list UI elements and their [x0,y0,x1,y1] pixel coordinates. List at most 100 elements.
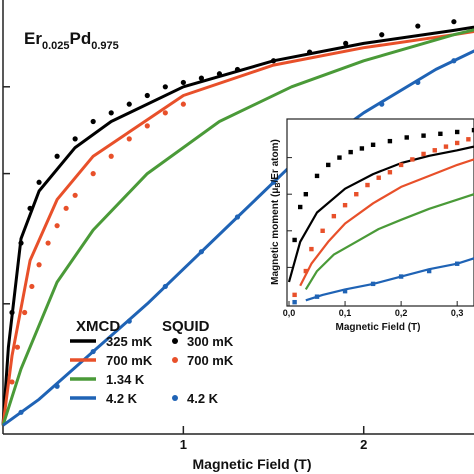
squid-point [162,110,168,116]
inset-square-point [454,140,460,146]
xmcd-curve-0 [1,25,474,426]
squid-point [270,58,277,64]
squid-point [379,101,385,107]
inset-x-axis-title: Magnetic Field (T) [336,322,421,333]
inset-square-point [454,261,460,266]
squid-point [198,249,204,255]
squid-point [36,179,42,185]
inset-square-point [432,148,437,153]
inset-series-layer [287,127,474,305]
xmcd-curve-1 [1,29,474,426]
squid-point [162,84,168,90]
squid-point [144,123,150,129]
inset-square-point [471,127,474,133]
squid-point [270,179,277,185]
squid-point [72,192,78,198]
inset-curve-0 [287,145,474,283]
squid-point [36,262,42,268]
inset-square-point [443,144,449,149]
inset-square-point [454,129,460,135]
inset-square-point [348,149,353,155]
inset-square-point [331,213,337,219]
inset-x-tick-label: 0,1 [339,308,352,318]
squid-point [18,240,24,246]
inset-y-axis-title: Magnetic moment (μB/Er atom) [270,139,282,285]
squid-point [14,344,21,350]
squid-point [90,171,96,177]
squid-point [108,110,114,116]
squid-point [72,136,78,142]
squid-point [18,409,24,415]
legend-xmcd-label: 325 mK [106,334,153,349]
inset-square-point [342,202,348,208]
squid-point [54,153,60,159]
squid-point [216,71,223,77]
inset-x-tick-label: 0,2 [395,308,408,318]
main-x-tick-label: 2 [360,437,367,452]
inset-square-point [398,162,404,168]
squid-point [234,214,241,220]
legend-squid-label: 4.2 K [187,391,219,406]
inset-square-point [337,155,342,160]
inset-curve-2 [304,193,474,290]
inset-square-point [303,192,309,197]
inset-square-point [365,182,370,188]
inset-x-tick-label: 0,0 [283,308,296,318]
squid-point [29,283,35,290]
xmcd-curve-2 [1,28,474,426]
inset-square-point [292,299,297,305]
main-x-tick-label: 1 [180,437,187,452]
squid-point [108,153,114,159]
inset-square-point [421,133,426,138]
legend-xmcd-label: 1.34 K [106,372,145,387]
inset-square-point [370,281,376,287]
squid-point [180,79,186,86]
legend-group-squid: SQUID [162,318,210,335]
squid-point [343,40,349,47]
inset-square-point [309,246,314,252]
squid-point [126,101,132,107]
inset-square-point [342,288,348,294]
inset-square-point [404,135,409,140]
squid-point [198,75,204,81]
inset-square-point [314,173,320,179]
inset-plot: 0,0 0,1 0,2 0,3 Magnetic Field (T) Magnetic… [270,118,474,333]
main-series-layer [1,19,474,427]
squid-point [9,309,15,316]
inset-square-point [326,162,331,168]
squid-point [144,92,150,99]
squid-point [22,309,28,316]
squid-point [451,58,457,64]
legend-squid-entries: 300 mK 700 mK 4.2 K [172,334,234,406]
inset-square-point [466,137,471,142]
inset-square-point [354,192,359,197]
main-x-axis-title: Magnetic Field (T) [193,456,312,472]
inset-square-point [303,268,309,274]
squid-point [90,118,96,125]
inset-square-point [387,138,393,144]
legend-xmcd-entries: 325 mK 700 mK 1.34 K 4.2 K [70,334,153,406]
legend-squid-label: 700 mK [187,353,234,368]
squid-point [307,49,313,55]
squid-point [54,383,60,389]
legend-squid-marker [172,338,178,344]
squid-point [234,66,241,73]
squid-point [63,205,69,211]
squid-point [415,79,421,86]
inset-square-point [426,268,432,274]
squid-point [180,101,186,107]
legend-group-xmcd: XMCD [76,318,120,335]
legend-squid-label: 300 mK [187,334,234,349]
inset-square-point [320,228,325,233]
inset-square-point [421,151,426,157]
squid-point [415,23,421,29]
squid-point [54,223,60,229]
xmcd-curve-3 [2,49,474,427]
inset-square-point [292,292,297,298]
legend-squid-marker [172,357,178,363]
legend: XMCD SQUID 325 mK 700 mK 1.34 K 4.2 K 300 m… [70,318,234,406]
inset-x-tick-label: 0,3 [451,308,464,318]
inset-square-point [410,157,415,162]
